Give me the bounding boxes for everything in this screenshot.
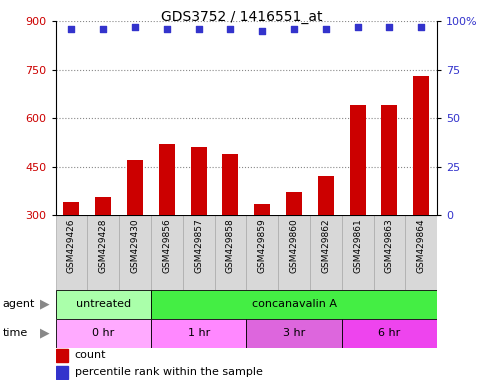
Point (131, 24, 139, 30)
Point (322, 26, 330, 32)
Text: ▶: ▶ (40, 327, 50, 339)
Bar (151, 319, 246, 348)
Text: untreated: untreated (76, 299, 131, 310)
Text: percentile rank within the sample: percentile rank within the sample (75, 367, 262, 377)
Bar (87, 215, 119, 290)
Point (385, 24, 393, 30)
Bar (183, 215, 214, 290)
Point (227, 26, 234, 32)
Bar (278, 215, 310, 290)
Bar (56, 319, 151, 348)
Point (417, 24, 425, 30)
Text: GSM429430: GSM429430 (130, 218, 140, 273)
Bar (151, 215, 183, 290)
Bar (286, 192, 302, 215)
Point (68, 26, 75, 32)
Text: agent: agent (2, 299, 35, 310)
Text: 1 hr: 1 hr (187, 328, 210, 338)
Bar (56, 366, 68, 379)
Text: GSM429860: GSM429860 (289, 218, 298, 273)
Text: 3 hr: 3 hr (283, 328, 305, 338)
Point (258, 28, 266, 34)
Bar (214, 215, 246, 290)
Bar (342, 319, 437, 348)
Bar (223, 154, 239, 215)
Bar (318, 176, 334, 215)
Text: 6 hr: 6 hr (378, 328, 400, 338)
Bar (413, 76, 429, 215)
Text: GSM429426: GSM429426 (67, 218, 76, 273)
Point (354, 24, 361, 30)
Point (99, 26, 107, 32)
Bar (310, 215, 342, 290)
Text: GSM429428: GSM429428 (99, 218, 108, 273)
Text: time: time (2, 328, 28, 338)
Bar (191, 147, 207, 215)
Bar (56, 290, 151, 319)
Bar (350, 105, 366, 215)
Bar (63, 202, 79, 215)
Bar (56, 215, 87, 290)
Bar (382, 105, 398, 215)
Bar (151, 290, 437, 319)
Text: GSM429863: GSM429863 (385, 218, 394, 273)
Bar (56, 349, 68, 362)
Text: ▶: ▶ (40, 298, 50, 311)
Point (195, 26, 202, 32)
Bar (95, 197, 111, 215)
Bar (373, 215, 405, 290)
Text: GSM429862: GSM429862 (321, 218, 330, 273)
Text: GDS3752 / 1416551_at: GDS3752 / 1416551_at (161, 10, 322, 23)
Point (163, 26, 170, 32)
Text: GSM429857: GSM429857 (194, 218, 203, 273)
Bar (159, 144, 175, 215)
Bar (246, 215, 278, 290)
Text: GSM429864: GSM429864 (417, 218, 426, 273)
Text: 0 hr: 0 hr (92, 328, 114, 338)
Text: count: count (75, 350, 106, 360)
Text: GSM429858: GSM429858 (226, 218, 235, 273)
Bar (342, 215, 373, 290)
Point (290, 26, 298, 32)
Bar (119, 215, 151, 290)
Bar (405, 215, 437, 290)
Bar (127, 160, 143, 215)
Bar (246, 319, 342, 348)
Text: GSM429856: GSM429856 (162, 218, 171, 273)
Text: concanavalin A: concanavalin A (252, 299, 337, 310)
Bar (254, 204, 270, 215)
Text: GSM429861: GSM429861 (353, 218, 362, 273)
Text: GSM429859: GSM429859 (258, 218, 267, 273)
